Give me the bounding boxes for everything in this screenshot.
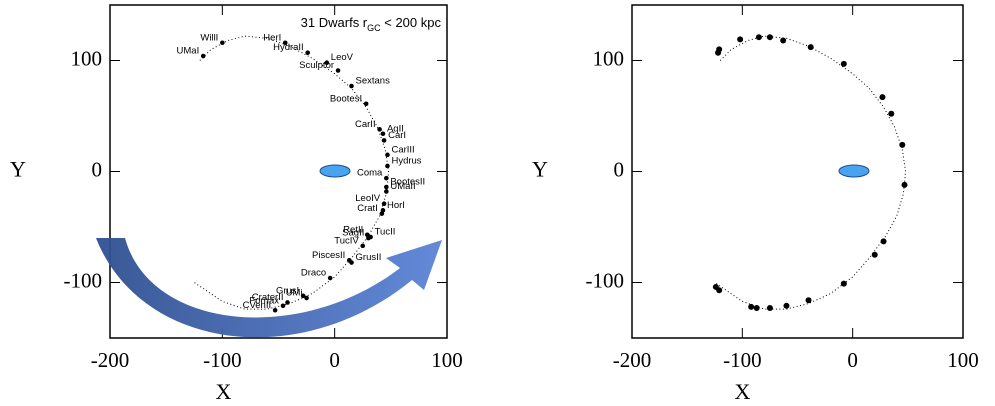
dwarf-point bbox=[872, 252, 878, 258]
dwarf-label: Draco bbox=[301, 268, 326, 279]
x-tick-label: 0 bbox=[847, 348, 858, 372]
dwarf-point bbox=[780, 38, 786, 44]
dwarf-point bbox=[220, 40, 225, 45]
dwarf-label: CarII bbox=[355, 119, 376, 130]
x-tick-label: -100 bbox=[723, 348, 762, 372]
y-tick-label: 0 bbox=[92, 157, 103, 181]
dwarf-point bbox=[336, 68, 341, 73]
dwarf-point bbox=[382, 138, 387, 143]
dwarf-label: Sculptor bbox=[299, 60, 334, 71]
dwarf-label: UMi bbox=[286, 288, 303, 299]
dwarf-point bbox=[767, 34, 773, 40]
y-tick-label: -100 bbox=[64, 268, 103, 292]
dwarf-point bbox=[281, 304, 286, 309]
x-tick-label: 100 bbox=[431, 348, 463, 372]
dwarf-point bbox=[841, 281, 847, 287]
dwarf-point bbox=[368, 235, 373, 240]
orbit-path bbox=[715, 36, 906, 309]
dwarf-point bbox=[384, 176, 389, 181]
dwarf-label: CVenII bbox=[243, 300, 272, 311]
dwarf-point bbox=[385, 164, 390, 169]
dwarf-label: CarIII bbox=[391, 144, 414, 155]
dwarf-point bbox=[364, 101, 369, 106]
galaxy-disk bbox=[839, 165, 869, 177]
y-tick-label: 100 bbox=[71, 46, 103, 70]
x-axis-title: X bbox=[216, 379, 232, 404]
dwarf-point bbox=[767, 305, 773, 311]
y-tick-label: 0 bbox=[614, 157, 625, 181]
dwarf-label: PiscesII bbox=[312, 250, 345, 261]
galaxy-disk bbox=[320, 165, 350, 177]
dwarf-label: BootesI bbox=[330, 93, 362, 104]
dwarf-point bbox=[285, 300, 290, 305]
dwarf-point bbox=[888, 111, 894, 117]
dwarf-label: HorI bbox=[387, 200, 405, 211]
dwarf-point bbox=[879, 94, 885, 100]
dwarf-point bbox=[273, 308, 278, 313]
dwarf-point bbox=[201, 54, 206, 59]
dwarf-point bbox=[806, 297, 812, 303]
dwarf-point bbox=[304, 296, 309, 301]
annotation-text: < 200 kpc bbox=[381, 15, 442, 30]
orbit-arrow bbox=[96, 238, 442, 337]
dwarf-label: Hydrus bbox=[391, 155, 421, 166]
dwarf-point bbox=[384, 185, 389, 190]
annotation: 31 Dwarfs rGC < 200 kpc bbox=[301, 15, 442, 33]
y-tick-label: 100 bbox=[593, 46, 625, 70]
figure: -200-1000100-1000100XYUMaIWillIHerIHydra… bbox=[0, 0, 995, 406]
dwarf-label: WillI bbox=[200, 32, 218, 43]
dwarf-point bbox=[754, 305, 760, 311]
plot-frame bbox=[632, 5, 963, 338]
dwarf-point bbox=[382, 201, 387, 206]
dwarf-point bbox=[380, 211, 385, 216]
dwarf-label: TucIV bbox=[334, 235, 359, 246]
dwarf-point bbox=[349, 260, 354, 265]
dwarf-point bbox=[384, 189, 389, 194]
annotation-subscript: GC bbox=[367, 23, 381, 33]
dwarf-label: CarI bbox=[388, 130, 406, 141]
dwarf-point bbox=[748, 304, 754, 310]
dwarf-point bbox=[360, 244, 365, 249]
dwarf-label: UMaII bbox=[390, 181, 415, 192]
x-axis-title: X bbox=[735, 379, 751, 404]
dwarf-point bbox=[381, 131, 386, 136]
x-tick-label: 100 bbox=[947, 348, 979, 372]
dwarf-point bbox=[783, 303, 789, 309]
dwarf-label: CratI bbox=[357, 203, 378, 214]
dwarf-label: LeoV bbox=[331, 52, 354, 63]
dwarf-point bbox=[841, 61, 847, 67]
dwarf-point bbox=[808, 44, 814, 50]
dwarf-point bbox=[902, 182, 908, 188]
dwarf-label: TucII bbox=[375, 227, 396, 238]
dwarf-point bbox=[881, 238, 887, 244]
dwarf-point bbox=[713, 284, 719, 290]
dwarf-point bbox=[385, 153, 390, 158]
dwarf-label: HydraII bbox=[273, 42, 304, 53]
y-tick-label: -100 bbox=[586, 268, 625, 292]
x-tick-label: -200 bbox=[613, 348, 652, 372]
y-axis-title: Y bbox=[10, 157, 26, 182]
y-axis-title: Y bbox=[532, 157, 548, 182]
dwarf-point bbox=[716, 46, 722, 52]
dwarf-point bbox=[328, 276, 333, 281]
x-tick-label: 0 bbox=[329, 348, 340, 372]
dwarf-point bbox=[737, 36, 743, 42]
dwarf-label: GrusII bbox=[356, 252, 382, 263]
x-tick-label: -100 bbox=[203, 348, 242, 372]
dwarf-label: Coma bbox=[357, 168, 383, 179]
x-tick-label: -200 bbox=[91, 348, 130, 372]
dwarf-point bbox=[349, 84, 354, 89]
dwarf-point bbox=[377, 127, 382, 132]
dwarf-point bbox=[305, 50, 310, 55]
dwarf-label: UMaI bbox=[177, 46, 200, 57]
dwarf-label: Sextans bbox=[356, 76, 391, 87]
dwarf-point bbox=[899, 142, 905, 148]
dwarf-point bbox=[756, 34, 762, 40]
annotation-text: 31 Dwarfs r bbox=[301, 15, 368, 30]
